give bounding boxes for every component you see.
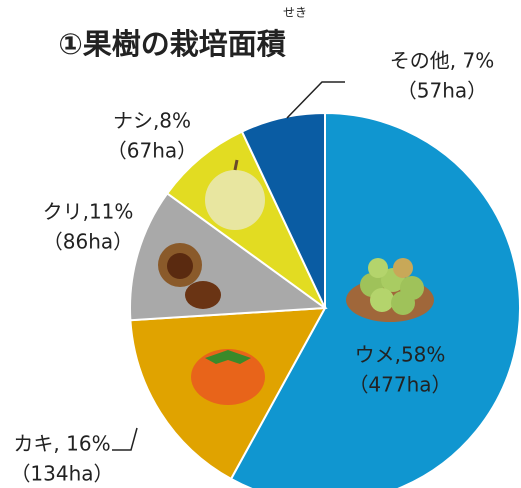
leader-lines [112,81,345,451]
kuri-illustration [158,243,221,309]
area-label: （86ha） [43,230,133,254]
chart-title: ①果樹の栽培面積 [58,27,286,61]
value-label: クリ,11% [43,200,134,224]
leader-line [286,81,345,119]
value-label: その他, 7% [390,49,494,73]
title-ruby: せき [283,6,307,20]
value-label: ウメ,58% [355,343,446,367]
leader-line [112,427,138,451]
ume-illustration [346,258,434,322]
kaki-illustration [191,349,265,405]
illustrations [158,159,434,405]
nashi-illustration [205,159,265,230]
value-label: カキ, 16% [13,432,110,456]
area-label: （67ha） [107,139,197,163]
value-label: ナシ,8% [113,109,191,133]
pie-slice [129,191,328,322]
area-label: （477ha） [348,373,451,397]
area-label: （134ha） [10,462,113,486]
area-label: （57ha） [397,79,487,103]
pie-slice [240,111,326,309]
